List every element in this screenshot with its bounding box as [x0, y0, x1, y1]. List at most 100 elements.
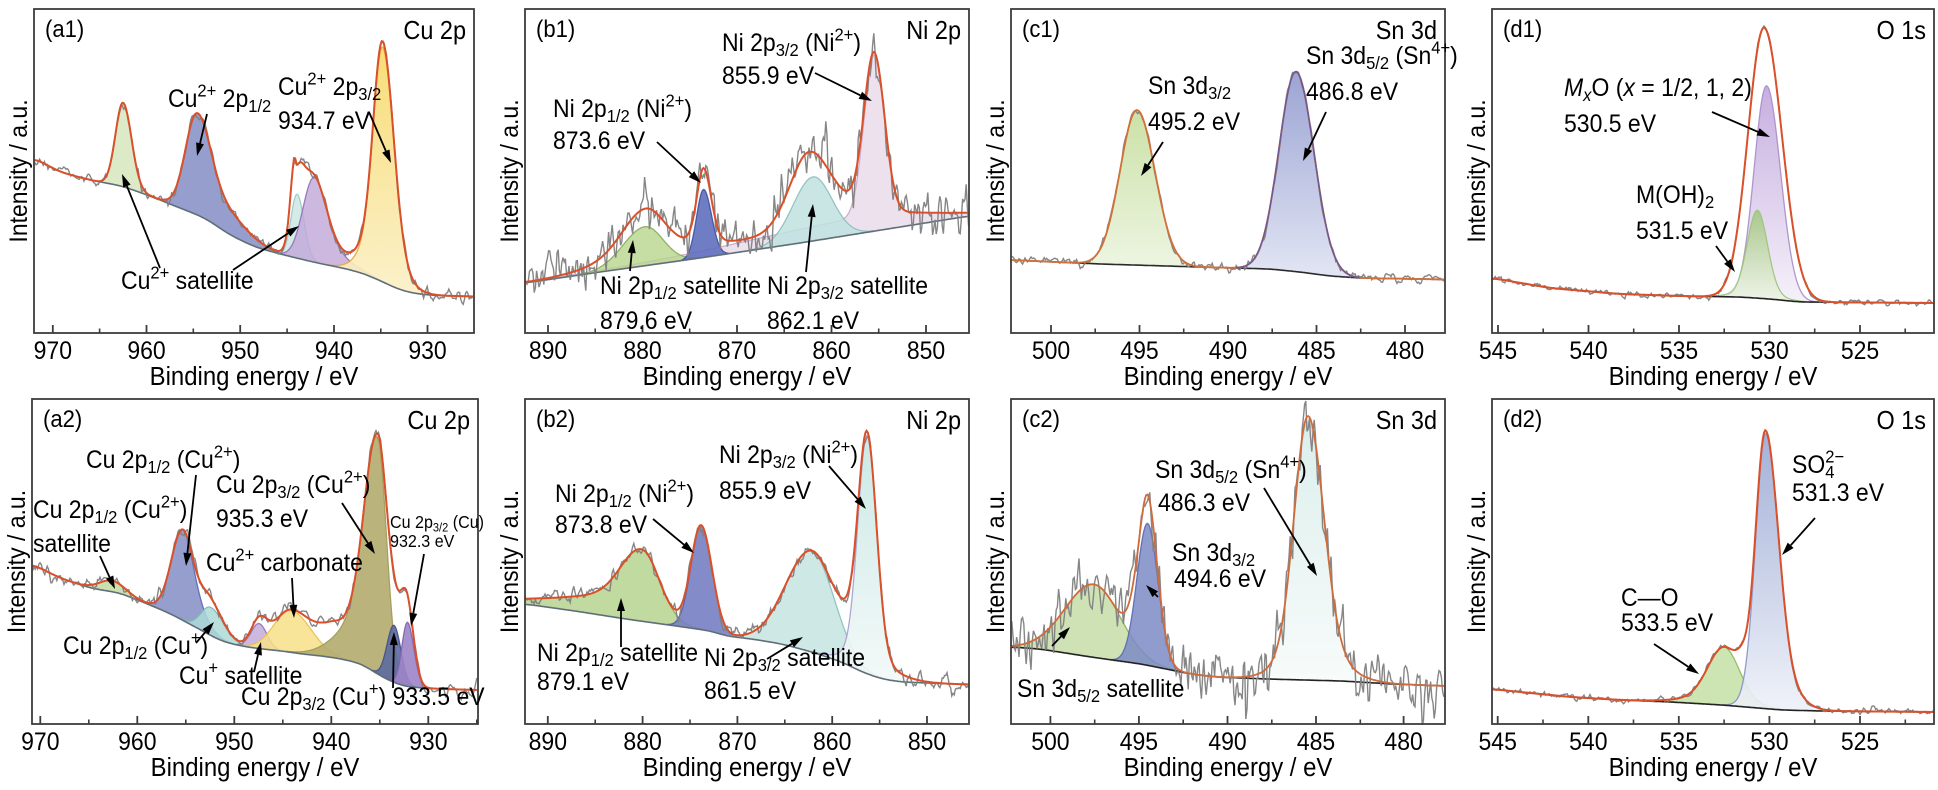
- svg-text:Cu+ satellite: Cu+ satellite: [179, 657, 302, 690]
- svg-text:880: 880: [623, 728, 661, 756]
- svg-text:540: 540: [1569, 728, 1607, 756]
- svg-text:Ni 2p3/2 (Ni2+): Ni 2p3/2 (Ni2+): [719, 436, 858, 472]
- svg-text:930: 930: [408, 337, 446, 365]
- svg-text:Intensity / a.u.: Intensity / a.u.: [1463, 99, 1491, 242]
- svg-text:860: 860: [813, 728, 851, 756]
- svg-text:Binding energy / eV: Binding energy / eV: [1124, 753, 1333, 782]
- svg-text:531.5 eV: 531.5 eV: [1636, 217, 1728, 245]
- svg-text:Ni 2p1/2 (Ni2+): Ni 2p1/2 (Ni2+): [553, 90, 692, 126]
- svg-text:MxO (x = 1/2, 1, 2): MxO (x = 1/2, 1, 2): [1564, 74, 1752, 105]
- svg-text:525: 525: [1841, 728, 1879, 756]
- svg-text:(a1): (a1): [45, 15, 84, 42]
- svg-text:Sn 3d3/2: Sn 3d3/2: [1172, 539, 1255, 570]
- svg-text:Binding energy / eV: Binding energy / eV: [1609, 753, 1818, 782]
- svg-text:480: 480: [1386, 337, 1424, 365]
- svg-text:Cu2+ satellite: Cu2+ satellite: [121, 262, 254, 295]
- svg-text:Intensity / a.u.: Intensity / a.u.: [982, 490, 1010, 633]
- svg-text:Ni 2p1/2 (Ni2+): Ni 2p1/2 (Ni2+): [555, 475, 694, 511]
- svg-text:Intensity / a.u.: Intensity / a.u.: [982, 99, 1010, 242]
- svg-text:890: 890: [529, 728, 567, 756]
- svg-text:Cu 2p3/2 (Cu+) 933.5 eV: Cu 2p3/2 (Cu+) 933.5 eV: [241, 678, 485, 714]
- svg-text:873.8 eV: 873.8 eV: [555, 511, 647, 539]
- svg-text:879.1 eV: 879.1 eV: [537, 668, 629, 696]
- svg-text:880: 880: [623, 337, 661, 365]
- svg-text:Ni 2p3/2 satellite: Ni 2p3/2 satellite: [767, 272, 928, 303]
- svg-text:862.1 eV: 862.1 eV: [767, 307, 859, 335]
- svg-text:500: 500: [1031, 728, 1069, 756]
- svg-text:(d2): (d2): [1503, 405, 1542, 432]
- svg-text:934.7 eV: 934.7 eV: [278, 107, 370, 135]
- svg-text:Intensity / a.u.: Intensity / a.u.: [496, 99, 524, 242]
- svg-text:495: 495: [1120, 728, 1158, 756]
- svg-text:970: 970: [34, 337, 72, 365]
- svg-text:Cu 2p3/2 (Cu): Cu 2p3/2 (Cu): [390, 512, 484, 534]
- svg-text:531.3 eV: 531.3 eV: [1792, 479, 1884, 507]
- svg-text:545: 545: [1479, 337, 1517, 365]
- svg-text:Sn 3d5/2 satellite: Sn 3d5/2 satellite: [1017, 675, 1184, 706]
- svg-text:Binding energy / eV: Binding energy / eV: [643, 362, 852, 391]
- svg-text:935.3 eV: 935.3 eV: [216, 505, 308, 533]
- svg-text:C—O: C—O: [1621, 584, 1678, 612]
- svg-text:Cu 2p1/2 (Cu+): Cu 2p1/2 (Cu+): [63, 627, 208, 663]
- svg-text:861.5 eV: 861.5 eV: [704, 677, 796, 705]
- svg-text:850: 850: [907, 337, 945, 365]
- svg-text:SO42−: SO42−: [1792, 446, 1844, 482]
- svg-text:530.5 eV: 530.5 eV: [1564, 110, 1656, 138]
- svg-text:870: 870: [718, 728, 756, 756]
- svg-text:Sn 3d3/2: Sn 3d3/2: [1148, 72, 1231, 103]
- svg-text:873.6 eV: 873.6 eV: [553, 127, 645, 155]
- svg-text:940: 940: [315, 337, 353, 365]
- svg-text:486.3 eV: 486.3 eV: [1158, 489, 1250, 517]
- svg-text:M(OH)2: M(OH)2: [1636, 181, 1714, 212]
- svg-text:Cu2+ carbonate: Cu2+ carbonate: [206, 544, 363, 577]
- svg-text:932.3 eV: 932.3 eV: [390, 531, 455, 551]
- svg-text:890: 890: [529, 337, 567, 365]
- svg-text:Cu 2p3/2 (Cu2+): Cu 2p3/2 (Cu2+): [216, 466, 370, 502]
- svg-text:485: 485: [1297, 728, 1335, 756]
- svg-text:Cu2+ 2p3/2: Cu2+ 2p3/2: [278, 68, 381, 104]
- svg-text:486.8 eV: 486.8 eV: [1306, 78, 1398, 106]
- svg-text:Binding energy / eV: Binding energy / eV: [643, 753, 852, 782]
- svg-text:(c1): (c1): [1022, 15, 1060, 42]
- svg-text:940: 940: [312, 728, 350, 756]
- svg-text:530: 530: [1750, 728, 1788, 756]
- svg-text:970: 970: [21, 728, 59, 756]
- svg-text:Intensity / a.u.: Intensity / a.u.: [1463, 490, 1491, 633]
- svg-text:960: 960: [127, 337, 165, 365]
- svg-text:Intensity / a.u.: Intensity / a.u.: [3, 490, 31, 633]
- svg-text:495.2 eV: 495.2 eV: [1148, 108, 1240, 136]
- svg-text:500: 500: [1032, 337, 1070, 365]
- svg-text:satellite: satellite: [33, 530, 111, 558]
- svg-text:(b2): (b2): [536, 405, 575, 432]
- svg-text:Sn 3d5/2 (Sn4+): Sn 3d5/2 (Sn4+): [1155, 451, 1307, 487]
- svg-text:Cu2+ 2p1/2: Cu2+ 2p1/2: [168, 80, 271, 116]
- svg-text:860: 860: [812, 337, 850, 365]
- svg-text:535: 535: [1660, 728, 1698, 756]
- svg-text:Cu 2p: Cu 2p: [403, 17, 466, 45]
- svg-text:490: 490: [1208, 728, 1246, 756]
- svg-text:855.9 eV: 855.9 eV: [719, 477, 811, 505]
- svg-text:Binding energy / eV: Binding energy / eV: [150, 362, 359, 391]
- svg-text:494.6 eV: 494.6 eV: [1174, 565, 1266, 593]
- svg-text:Intensity / a.u.: Intensity / a.u.: [5, 99, 33, 242]
- svg-text:Intensity / a.u.: Intensity / a.u.: [496, 490, 524, 633]
- svg-text:O 1s: O 1s: [1876, 17, 1926, 45]
- svg-text:495: 495: [1120, 337, 1158, 365]
- svg-text:Ni 2p3/2 satellite: Ni 2p3/2 satellite: [704, 644, 865, 675]
- svg-text:(a2): (a2): [43, 405, 82, 432]
- svg-text:Ni 2p: Ni 2p: [906, 407, 961, 435]
- svg-text:850: 850: [908, 728, 946, 756]
- svg-text:Cu 2p: Cu 2p: [407, 407, 470, 435]
- svg-text:(d1): (d1): [1503, 15, 1542, 42]
- svg-text:533.5 eV: 533.5 eV: [1621, 609, 1713, 637]
- svg-text:480: 480: [1384, 728, 1422, 756]
- svg-text:960: 960: [118, 728, 156, 756]
- svg-text:Ni 2p1/2 satellite: Ni 2p1/2 satellite: [537, 639, 698, 670]
- svg-text:Ni 2p: Ni 2p: [906, 17, 961, 45]
- svg-text:Binding energy / eV: Binding energy / eV: [1124, 362, 1333, 391]
- svg-text:930: 930: [409, 728, 447, 756]
- svg-text:545: 545: [1479, 728, 1517, 756]
- svg-text:Binding energy / eV: Binding energy / eV: [1609, 362, 1818, 391]
- svg-text:Ni 2p1/2 satellite: Ni 2p1/2 satellite: [600, 272, 761, 303]
- svg-text:Sn 3d: Sn 3d: [1376, 17, 1437, 45]
